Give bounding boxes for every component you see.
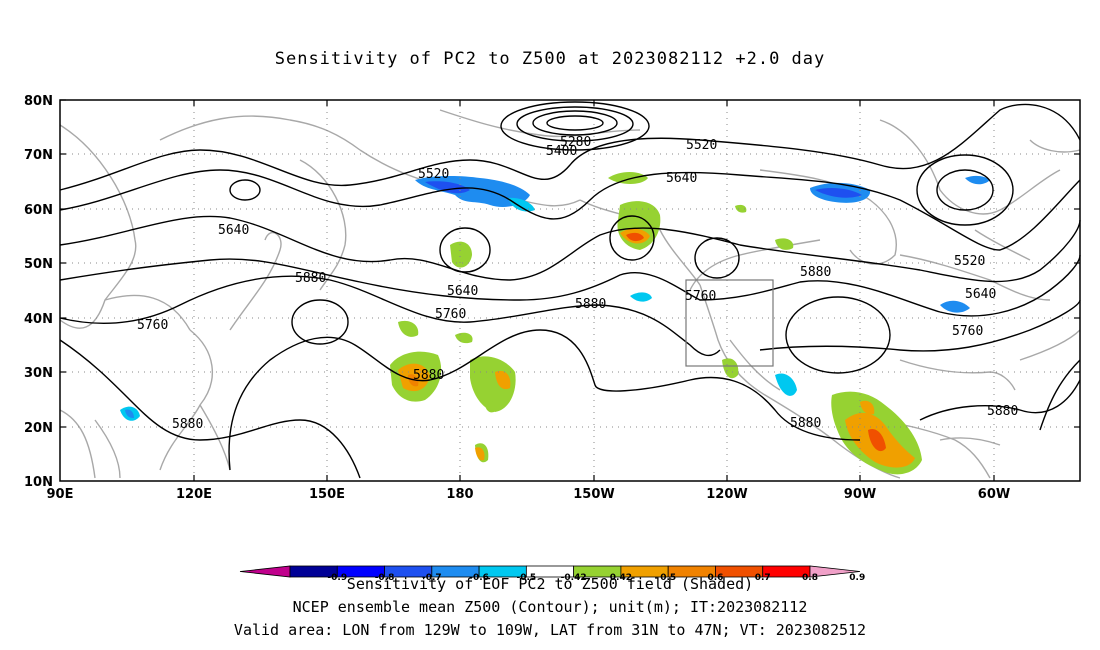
contour-label: 5880 <box>790 416 821 431</box>
lat-lon-grid <box>60 100 1080 481</box>
contour-label-group: 5280 5400 5520 5640 5520 5640 5520 5640 … <box>137 135 1018 432</box>
colorbar-tick-label: 0.9 <box>849 573 865 583</box>
figure-title: Sensitivity of PC2 to Z500 at 2023082112… <box>274 49 826 69</box>
contour-label: 5520 <box>418 167 449 182</box>
contour-label: 5520 <box>686 138 717 153</box>
lat-label: 30N <box>24 366 53 381</box>
colorbar-tick-label: -0.8 <box>375 573 395 583</box>
contour-label: 5880 <box>413 368 444 383</box>
contour-label: 5760 <box>685 289 716 304</box>
colorbar-tick-label: 0.42 <box>610 573 632 583</box>
z500-contours <box>59 101 1081 479</box>
lon-label: 90E <box>47 487 74 502</box>
contour-label: 5880 <box>800 265 831 280</box>
contour-label: 5640 <box>965 287 996 302</box>
contour-label: 5760 <box>952 324 983 339</box>
contour-label: 5400 <box>546 144 577 159</box>
lon-label: 150E <box>309 487 345 502</box>
contour-label: 5520 <box>954 254 985 269</box>
sensitivity-shading <box>120 172 990 475</box>
colorbar-tick-label: -0.9 <box>327 573 347 583</box>
footer-line-2: NCEP ensemble mean Z500 (Contour); unit(… <box>292 598 808 616</box>
map-frame <box>59 99 1081 482</box>
contour-label: 5880 <box>295 271 326 286</box>
axis-ticks <box>60 99 1080 481</box>
lat-label: 60N <box>24 203 53 218</box>
contour-label: 5640 <box>447 284 478 299</box>
lat-label: 50N <box>24 257 53 272</box>
colorbar-tick-label: -0.42 <box>561 573 587 583</box>
lat-label: 20N <box>24 421 53 436</box>
footer-line-3: Valid area: LON from 129W to 109W, LAT f… <box>233 621 867 639</box>
contour-label: 5760 <box>435 307 466 322</box>
footer-line-1: Sensitivity of EOF PC2 to Z500 field (Sh… <box>346 575 754 593</box>
colorbar-tick-label: -0.7 <box>422 573 442 583</box>
contour-label: 5280 <box>560 135 591 150</box>
colorbar-tick-label: 0.5 <box>660 573 676 583</box>
contour-label: 5880 <box>172 417 203 432</box>
lat-labels: 80N 70N 60N 50N 40N 30N 20N 10N <box>24 94 53 490</box>
colorbar-tick-label: 0.8 <box>802 573 818 583</box>
lat-label: 40N <box>24 312 53 327</box>
colorbar-tick-label: 0.7 <box>755 573 771 583</box>
contour-label: 5880 <box>987 404 1018 419</box>
lat-label: 10N <box>24 475 53 490</box>
lon-label: 90W <box>844 487 876 502</box>
lat-label: 80N <box>24 94 53 109</box>
lon-label: 120W <box>706 487 747 502</box>
lon-label: 150W <box>573 487 614 502</box>
lat-label: 70N <box>24 148 53 163</box>
lon-label: 60W <box>978 487 1010 502</box>
colorbar-tick-label: -0.5 <box>517 573 537 583</box>
colorbar: -0.9 -0.8 -0.7 -0.6 -0.5 -0.42 0.42 0.5 0.6 0.7 0.… <box>239 565 865 583</box>
contour-label: 5640 <box>666 171 697 186</box>
lon-labels: 90E 120E 150E 180 150W 120W 90W 60W <box>47 487 1011 502</box>
colorbar-tick-label: 0.6 <box>707 573 723 583</box>
colorbar-tick-label: -0.6 <box>469 573 489 583</box>
lon-label: 120E <box>176 487 212 502</box>
contour-label: 5640 <box>218 223 249 238</box>
valid-area-box <box>685 279 774 367</box>
colorbar-right-arrow <box>809 565 861 578</box>
contour-label: 5880 <box>575 297 606 312</box>
lon-label: 180 <box>446 487 473 502</box>
contour-label: 5760 <box>137 318 168 333</box>
